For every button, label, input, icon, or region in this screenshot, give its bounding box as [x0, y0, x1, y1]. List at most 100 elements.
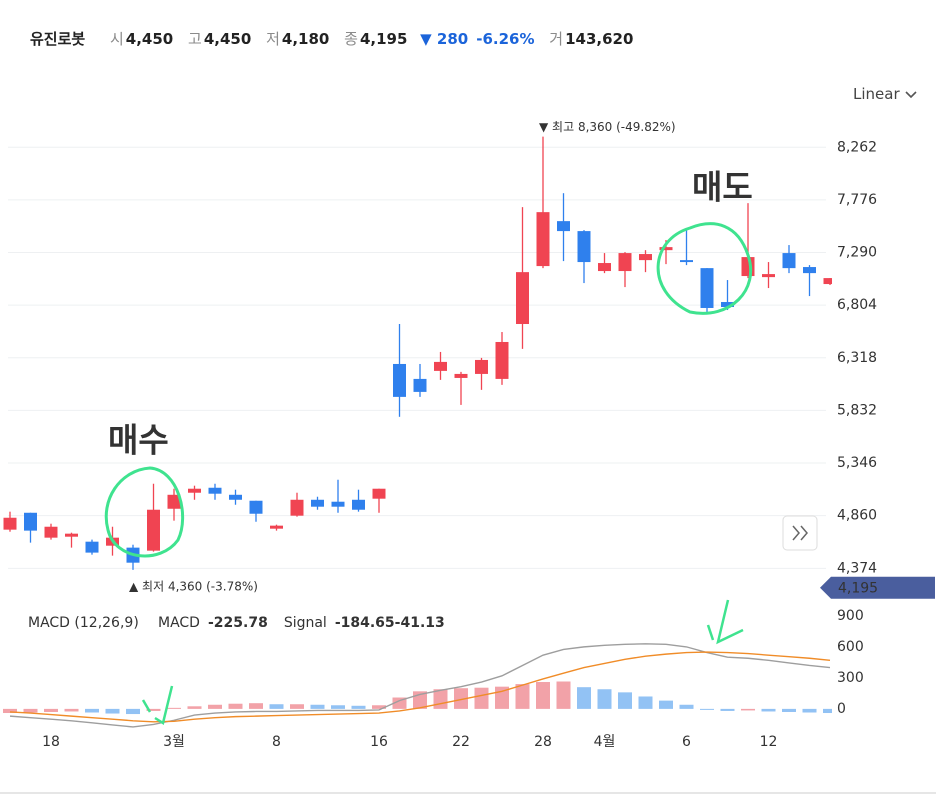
candle-body — [495, 341, 509, 379]
histogram-bar — [515, 684, 530, 709]
x-tick-label: 18 — [42, 734, 60, 750]
histogram-bar — [208, 704, 222, 709]
y-tick-label: 8,262 — [837, 139, 877, 155]
label: 거 — [549, 30, 564, 48]
scale-label[interactable]: Linear — [853, 85, 900, 103]
low-note: ▲ 최저 4,360 (-3.78%) — [129, 579, 258, 593]
histogram-bar — [597, 689, 612, 709]
histogram-bar — [700, 708, 714, 710]
candle-body — [249, 500, 263, 514]
hand-check — [141, 685, 174, 725]
candle-body — [680, 260, 693, 263]
histogram-bar — [679, 704, 694, 709]
candle-body — [536, 212, 550, 267]
scroll-latest-button[interactable] — [782, 515, 818, 551]
histogram-bar — [618, 692, 632, 709]
label: 종 — [344, 30, 358, 48]
y-tick-label: 4,374 — [837, 560, 877, 576]
candle-body — [618, 253, 632, 272]
x-tick-label: 4월 — [594, 734, 616, 750]
candle-body — [65, 533, 78, 537]
histogram-bar — [392, 697, 407, 709]
candle-body — [475, 359, 488, 374]
histogram-bar — [372, 705, 386, 709]
histogram-bar — [433, 689, 448, 709]
histogram-bar — [454, 688, 468, 709]
candle-body — [762, 274, 775, 278]
histogram-bar — [167, 707, 181, 709]
histogram-bar — [228, 703, 243, 709]
macd-pane — [3, 643, 832, 728]
legend-name: Signal — [284, 615, 327, 631]
candle-body — [454, 373, 468, 378]
change: ▼ 280 — [420, 30, 469, 48]
chevron-icon — [792, 525, 808, 541]
last-price-label: 4,195 — [838, 581, 878, 597]
candle-body — [577, 231, 591, 263]
hand-check — [706, 599, 744, 645]
quote-header: 유진로봇 시 4,450 고 4,450 저 4,180 종 4,195 ▼ 280 -6… — [30, 28, 635, 49]
histogram-bar — [187, 706, 202, 709]
candle-body — [352, 499, 365, 510]
legend-value: -184.65 — [335, 615, 395, 631]
y-tick-label: 7,776 — [837, 192, 877, 208]
y-tick-label: 4,860 — [837, 508, 877, 524]
histogram-bar — [577, 687, 591, 709]
histogram-bar — [761, 708, 776, 712]
candle-body — [516, 272, 529, 325]
label: 고 — [188, 30, 202, 48]
candle-body — [290, 499, 304, 516]
y-tick-label: 0 — [837, 701, 846, 717]
histogram-bar — [474, 687, 489, 709]
candle-body — [823, 278, 832, 285]
annotation: 매도 — [692, 168, 753, 207]
candle-body — [372, 488, 386, 499]
histogram-bar — [659, 700, 673, 709]
scale-menu[interactable]: Linear — [853, 85, 918, 103]
x-tick-label: 22 — [452, 734, 470, 750]
candle-body — [413, 378, 427, 392]
candle-body — [167, 494, 181, 509]
hand-circle — [104, 466, 185, 558]
x-tick-label: 16 — [370, 734, 388, 750]
histogram-bar — [310, 704, 325, 709]
overlay: 4,374 4,860 5,346 5,832 6,318 6,804 7,290 7,776… — [28, 120, 935, 750]
x-tick-label: 6 — [682, 734, 691, 750]
histogram-bar — [85, 708, 99, 713]
histogram-bar — [802, 708, 817, 713]
candle-body — [229, 494, 242, 500]
last-price-marker — [820, 576, 935, 599]
annotation: 매수 — [108, 421, 169, 460]
histogram-bar — [536, 682, 550, 709]
candle-body — [3, 517, 17, 530]
y-tick-label: 300 — [837, 670, 864, 686]
histogram-bar — [105, 708, 120, 714]
y-tick-label: 7,290 — [837, 245, 877, 261]
candle-body — [659, 247, 673, 251]
label: 시 — [109, 30, 124, 48]
histogram-bar — [64, 708, 79, 712]
x-tick-label: 28 — [534, 734, 552, 750]
macd-line — [9, 651, 831, 723]
legend-value: -225.78 — [208, 615, 268, 631]
open: 4,450 — [125, 30, 174, 48]
histogram-bar — [146, 708, 161, 711]
y-tick-label: 900 — [837, 608, 864, 624]
candle-body — [700, 268, 714, 308]
histogram-bar — [269, 704, 284, 709]
x-tick-label: 8 — [272, 734, 281, 750]
histogram-bar — [720, 708, 735, 711]
x-tick-label: 12 — [760, 734, 778, 750]
candle-body — [188, 488, 201, 493]
candle-body — [147, 509, 160, 551]
y-tick-label: 5,832 — [837, 402, 877, 418]
candle-body — [331, 501, 345, 507]
histogram-bar — [556, 681, 571, 709]
histogram-bar — [249, 703, 263, 709]
macd-title: MACD (12,26,9) — [28, 615, 139, 631]
chevron — [905, 90, 917, 98]
candle-body — [598, 263, 611, 272]
y-tick-label: 600 — [837, 639, 864, 655]
candle-body — [44, 526, 58, 538]
